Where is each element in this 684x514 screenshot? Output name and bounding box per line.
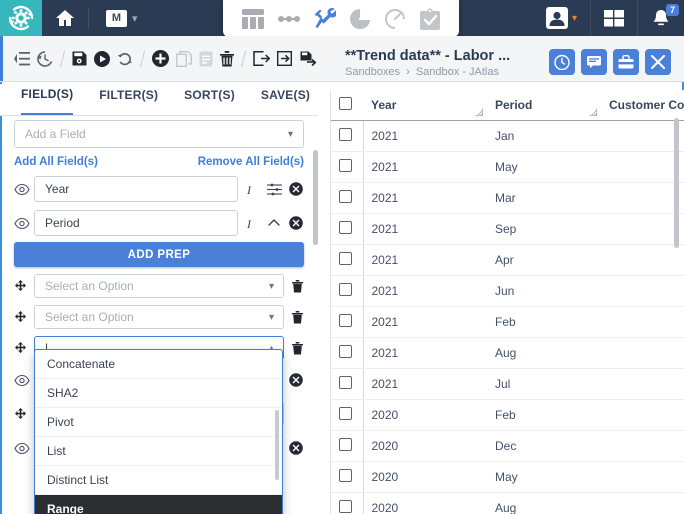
svg-text:I: I [247, 183, 252, 196]
svg-text:I: I [247, 217, 252, 230]
